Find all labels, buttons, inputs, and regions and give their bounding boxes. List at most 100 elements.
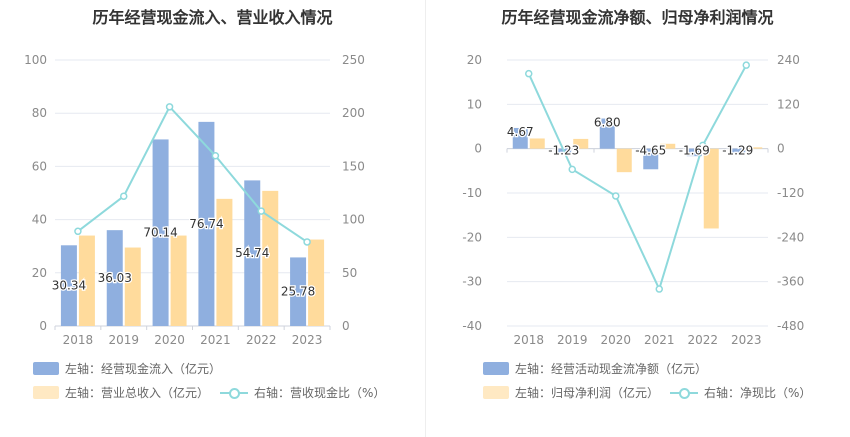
legend-label: 左轴：归母净利润（亿元）: [515, 386, 660, 400]
ratio-line-point: [612, 192, 620, 200]
x-axis-category-label: 2018: [513, 333, 544, 347]
left-axis-tick-label: 100: [24, 53, 47, 67]
left-axis-tick-label: 80: [32, 106, 47, 120]
left-axis-tick-label: -30: [462, 275, 482, 289]
left-axis-tick-label: -40: [462, 319, 482, 333]
legend-label: 左轴：营业总收入（亿元）: [65, 386, 210, 400]
x-axis-category-label: 2020: [154, 333, 185, 347]
legend-label: 右轴：净现比（%）: [704, 386, 812, 400]
bar-primary: [686, 148, 702, 157]
bar-secondary: [262, 190, 279, 326]
right-axis-tick-label: 100: [342, 213, 365, 227]
left-axis-tick-label: 20: [32, 266, 47, 280]
panel-divider: [425, 0, 426, 437]
x-axis-category-label: 2022: [687, 333, 718, 347]
left-axis-tick-label: 40: [32, 213, 47, 227]
ratio-line-point: [211, 152, 220, 160]
legend-item-line[interactable]: 右轴：净现比（%）: [670, 384, 811, 401]
bar-secondary: [703, 148, 719, 229]
bar-primary: [290, 257, 307, 326]
legend-swatch-blue: [483, 362, 509, 375]
cash-inflow-chart: 100 250 80 200 60 150 40 100 20 50 0 0 2018 2019 2020 2…: [24, 53, 365, 347]
bar-data-label: 76.74: [189, 217, 223, 231]
bar-primary: [599, 118, 615, 149]
bar-primary: [730, 148, 746, 155]
ratio-line-point: [699, 141, 707, 150]
legend-item-bar1[interactable]: 左轴：经营现金流入（亿元）: [33, 360, 221, 377]
x-axis-category-label: 2018: [63, 333, 94, 347]
legend-item-bar2[interactable]: 左轴：归母净利润（亿元）: [483, 384, 659, 401]
ratio-line-point: [257, 207, 265, 215]
x-axis-category-label: 2020: [600, 333, 631, 347]
bar-data-label: -1.29: [722, 144, 753, 158]
ratio-line-point: [74, 227, 82, 236]
chart-title: 历年经营现金流入、营业收入情况: [92, 8, 333, 27]
legend-line-icon: [670, 386, 698, 399]
bar-data-label: -1.69: [679, 144, 710, 158]
ratio-line-point: [165, 103, 174, 111]
ratio-line-point: [525, 69, 533, 78]
right-axis-tick-label: 50: [342, 266, 357, 280]
left-axis-tick-label: -20: [462, 230, 482, 244]
left-axis-tick-label: -10: [462, 186, 482, 200]
right-axis-tick-label: 0: [342, 319, 350, 333]
x-axis-category-label: 2022: [246, 333, 277, 347]
bar-data-label: 36.03: [98, 271, 132, 285]
bar-secondary: [308, 239, 325, 326]
right-axis-tick-label: 240: [777, 53, 800, 67]
left-axis-tick-label: 10: [467, 97, 482, 111]
ratio-line-point: [568, 165, 576, 174]
bar-secondary: [616, 148, 632, 173]
legend-item-line[interactable]: 右轴：营收现金比（%）: [220, 384, 385, 401]
right-axis-tick-label: 250: [342, 53, 365, 67]
chart-panel-net-cash: 历年经营现金流净额、归母净利润情况 20 240 10 120 0 0 -10 -120 -20…: [425, 0, 850, 437]
legend-label: 左轴：经营活动现金流净额（亿元）: [515, 362, 708, 376]
bar-secondary: [124, 247, 141, 326]
net-cash-chart: 20 240 10 120 0 0 -10 -120 -20 -240 -30 -360 -40 -480…: [462, 53, 804, 347]
left-axis-tick-label: 20: [467, 53, 482, 67]
legend-label: 右轴：营收现金比（%）: [254, 386, 386, 400]
bar-secondary: [216, 198, 233, 326]
x-axis-category-label: 2019: [557, 333, 588, 347]
right-axis-tick-label: 120: [777, 97, 800, 111]
x-axis-category-label: 2023: [292, 333, 323, 347]
bar-data-label: 4.67: [507, 125, 534, 139]
chart-panel-cash-inflow: 历年经营现金流入、营业收入情况 100 250 80 200 60 150 40 100 20 5…: [24, 8, 385, 401]
x-axis-category-label: 2021: [200, 333, 231, 347]
bar-data-label: -1.23: [548, 144, 579, 158]
ratio-line-point: [742, 61, 750, 69]
bar-data-label: 6.80: [594, 116, 621, 130]
bar-primary: [198, 121, 215, 326]
bar-secondary: [529, 138, 545, 149]
bar-secondary: [660, 143, 676, 149]
legend-label: 左轴：经营现金流入（亿元）: [65, 362, 222, 376]
bar-primary: [244, 180, 261, 326]
left-axis-tick-label: 60: [32, 159, 47, 173]
ratio-line-point: [120, 192, 128, 200]
bar-primary: [106, 230, 123, 326]
right-axis-tick-label: 0: [777, 142, 785, 156]
bar-secondary: [78, 235, 95, 326]
legend-item-bar1[interactable]: 左轴：经营活动现金流净额（亿元）: [483, 360, 707, 377]
bar-primary: [152, 139, 169, 326]
bar-secondary: [170, 235, 187, 326]
chart-title: 历年经营现金流净额、归母净利润情况: [501, 8, 774, 27]
legend-swatch-orange: [483, 386, 509, 399]
bar-primary: [643, 148, 659, 170]
right-axis-tick-label: -120: [777, 186, 804, 200]
legend-swatch-orange: [33, 386, 59, 399]
right-axis-tick-label: -480: [777, 319, 804, 333]
ratio-line-point: [655, 285, 663, 293]
bar-data-label: 54.74: [235, 246, 269, 260]
legend-item-bar2[interactable]: 左轴：营业总收入（亿元）: [33, 384, 209, 401]
bar-secondary: [747, 147, 763, 149]
bar-primary: [512, 127, 528, 149]
x-axis-category-label: 2021: [644, 333, 675, 347]
right-axis-tick-label: 200: [342, 106, 365, 120]
ratio-line: [527, 64, 748, 292]
legend-line-icon: [220, 386, 248, 399]
left-axis-tick-label: 0: [474, 142, 482, 156]
bar-secondary: [573, 138, 589, 149]
right-axis-tick-label: -360: [777, 275, 804, 289]
right-axis-tick-label: 150: [342, 159, 365, 173]
